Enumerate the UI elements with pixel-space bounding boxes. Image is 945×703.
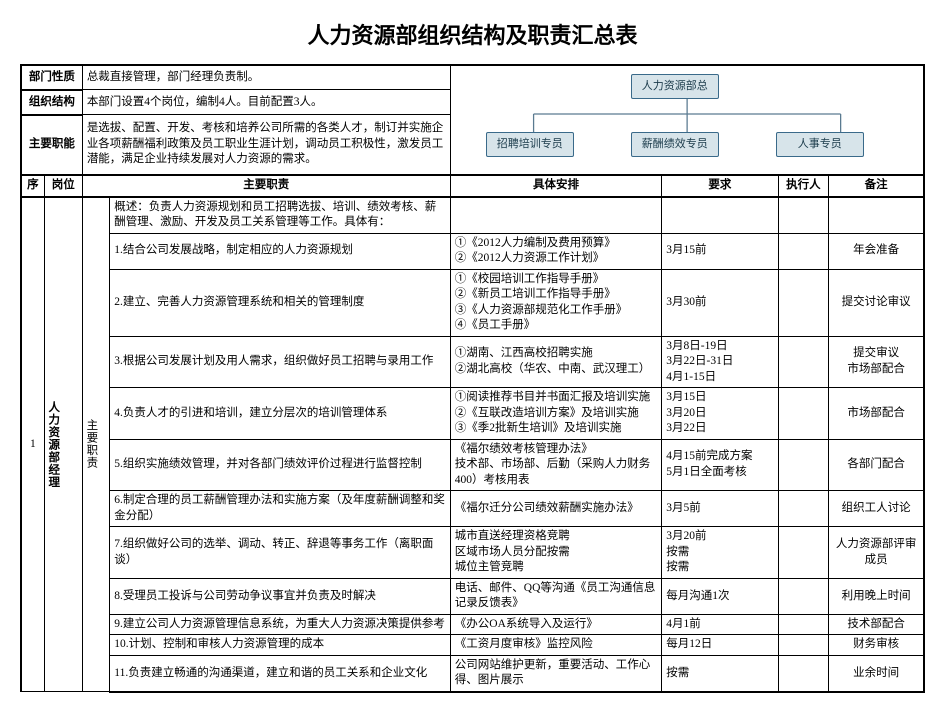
label-struct: 组织结构 — [21, 90, 82, 115]
org-mid: 薪酬绩效专员 — [631, 132, 719, 157]
exec-cell — [778, 233, 829, 269]
ov-note — [829, 197, 924, 234]
col-arr: 具体安排 — [450, 175, 661, 197]
col-note: 备注 — [829, 175, 924, 197]
req-cell: 3月15前 — [662, 233, 778, 269]
req-cell: 3月30前 — [662, 269, 778, 336]
col-post: 岗位 — [44, 175, 82, 197]
duty-cell: 7.组织做好公司的选举、调动、转正、辞退等事务工作（离职面谈） — [110, 527, 450, 579]
table-row: 6.制定合理的员工薪酬管理办法和实施方案（及年度薪酬调整和奖金分配） 《福尔迁分… — [21, 491, 924, 527]
req-cell: 4月15前完成方案 5月1日全面考核 — [662, 439, 778, 491]
req-cell: 每月12日 — [662, 635, 778, 656]
exec-cell — [778, 388, 829, 440]
table-row: 8.受理员工投诉与公司劳动争议事宜并负责及时解决 电话、邮件、QQ等沟通《员工沟… — [21, 578, 924, 614]
note-cell: 技术部配合 — [829, 614, 924, 635]
note-cell: 利用晚上时间 — [829, 578, 924, 614]
text-struct: 本部门设置4个岗位，编制4人。目前配置3人。 — [82, 90, 450, 115]
note-cell: 年会准备 — [829, 233, 924, 269]
ov-arr — [450, 197, 661, 234]
col-exec: 执行人 — [778, 175, 829, 197]
table-row: 2.建立、完善人力资源管理系统和相关的管理制度 ①《校园培训工作指导手册》 ②《… — [21, 269, 924, 336]
arr-cell: 《福尔迁分公司绩效薪酬实施办法》 — [450, 491, 661, 527]
duty-cell: 3.根据公司发展计划及用人需求，组织做好员工招聘与录用工作 — [110, 336, 450, 388]
arr-cell: ①阅读推荐书目并书面汇报及培训实施 ②《互联改造培训方案》及培训实施 ③《季2批… — [450, 388, 661, 440]
text-nature: 总裁直接管理，部门经理负责制。 — [82, 65, 450, 90]
duty-cell: 6.制定合理的员工薪酬管理办法和实施方案（及年度薪酬调整和奖金分配） — [110, 491, 450, 527]
req-cell: 3月15日 3月20日 3月22日 — [662, 388, 778, 440]
note-cell: 市场部配合 — [829, 388, 924, 440]
exec-cell — [778, 614, 829, 635]
req-cell: 按需 — [662, 655, 778, 692]
table-row: 4.负责人才的引进和培训，建立分层次的培训管理体系 ①阅读推荐书目并书面汇报及培… — [21, 388, 924, 440]
post-cell: 人力资源部经理 — [44, 197, 82, 692]
org-chart: 人力资源部总 招聘培训专员 薪酬绩效专员 人事专员 — [451, 66, 923, 174]
ov-req — [662, 197, 778, 234]
exec-cell — [778, 269, 829, 336]
arr-cell: 公司网站维护更新，重要活动、工作心得、图片展示 — [450, 655, 661, 692]
arr-cell: ①《2012人力编制及费用预算》 ②《2012人力资源工作计划》 — [450, 233, 661, 269]
note-cell: 组织工人讨论 — [829, 491, 924, 527]
req-cell: 3月20前 按需 按需 — [662, 527, 778, 579]
duty-cell: 10.计划、控制和审核人力资源管理的成本 — [110, 635, 450, 656]
org-left: 招聘培训专员 — [486, 132, 574, 157]
subhead-cell: 主要职责 — [82, 197, 109, 692]
subhead-text: 主要职责 — [83, 419, 99, 469]
seq-cell: 1 — [21, 197, 44, 692]
note-cell: 提交讨论审议 — [829, 269, 924, 336]
text-func: 是选拔、配置、开发、考核和培养公司所需的各类人才，制订并实施企业各项薪酬福利政策… — [82, 115, 450, 175]
post-text: 人力资源部经理 — [45, 401, 61, 489]
col-duty: 主要职责 — [82, 175, 450, 197]
overview-cell: 概述：负责人力资源规划和员工招聘选拔、培训、绩效考核、薪酬管理、激励、开发及员工… — [110, 197, 450, 234]
arr-cell: 城市直送经理资格竞聘 区域市场人员分配按需 城位主管竞聘 — [450, 527, 661, 579]
req-cell: 3月5前 — [662, 491, 778, 527]
duty-cell: 2.建立、完善人力资源管理系统和相关的管理制度 — [110, 269, 450, 336]
table-row: 1.结合公司发展战略，制定相应的人力资源规划 ①《2012人力编制及费用预算》 … — [21, 233, 924, 269]
label-func: 主要职能 — [21, 115, 82, 175]
table-row: 3.根据公司发展计划及用人需求，组织做好员工招聘与录用工作 ①湖南、江西高校招聘… — [21, 336, 924, 388]
exec-cell — [778, 527, 829, 579]
duty-cell: 4.负责人才的引进和培训，建立分层次的培训管理体系 — [110, 388, 450, 440]
arr-cell: 《福尔绩效考核管理办法》 技术部、市场部、后勤（采购人力财务400）考核用表 — [450, 439, 661, 491]
duty-cell: 9.建立公司人力资源管理信息系统，为重大人力资源决策提供参考 — [110, 614, 450, 635]
duty-cell: 8.受理员工投诉与公司劳动争议事宜并负责及时解决 — [110, 578, 450, 614]
page-title: 人力资源部组织结构及职责汇总表 — [20, 18, 925, 50]
table-row: 10.计划、控制和审核人力资源管理的成本 《工资月度审核》监控风险 每月12日 … — [21, 635, 924, 656]
duty-cell: 11.负责建立畅通的沟通渠道，建立和谐的员工关系和企业文化 — [110, 655, 450, 692]
table-row: 5.组织实施绩效管理，并对各部门绩效评价过程进行监督控制 《福尔绩效考核管理办法… — [21, 439, 924, 491]
req-cell: 4月1前 — [662, 614, 778, 635]
col-req: 要求 — [662, 175, 778, 197]
arr-cell: 《办公OA系统导入及运行》 — [450, 614, 661, 635]
duty-cell: 5.组织实施绩效管理，并对各部门绩效评价过程进行监督控制 — [110, 439, 450, 491]
main-table: 部门性质 总裁直接管理，部门经理负责制。 人力资源部总 招聘培训专员 薪酬绩效专… — [20, 64, 925, 693]
note-cell: 业余时间 — [829, 655, 924, 692]
exec-cell — [778, 578, 829, 614]
exec-cell — [778, 635, 829, 656]
arr-cell: 电话、邮件、QQ等沟通《员工沟通信息记录反馈表》 — [450, 578, 661, 614]
table-row: 11.负责建立畅通的沟通渠道，建立和谐的员工关系和企业文化 公司网站维护更新，重… — [21, 655, 924, 692]
duty-cell: 1.结合公司发展战略，制定相应的人力资源规划 — [110, 233, 450, 269]
req-cell: 每月沟通1次 — [662, 578, 778, 614]
col-seq: 序 — [21, 175, 44, 197]
exec-cell — [778, 439, 829, 491]
org-top: 人力资源部总 — [631, 74, 719, 99]
req-cell: 3月8日-19日 3月22日-31日 4月1-15日 — [662, 336, 778, 388]
org-right: 人事专员 — [776, 132, 864, 157]
note-cell: 提交审议 市场部配合 — [829, 336, 924, 388]
label-nature: 部门性质 — [21, 65, 82, 90]
exec-cell — [778, 336, 829, 388]
note-cell: 人力资源部评审成员 — [829, 527, 924, 579]
arr-cell: ①湖南、江西高校招聘实施 ②湖北高校（华农、中南、武汉理工） — [450, 336, 661, 388]
ov-exec — [778, 197, 829, 234]
arr-cell: ①《校园培训工作指导手册》 ②《新员工培训工作指导手册》 ③《人力资源部规范化工… — [450, 269, 661, 336]
note-cell: 财务审核 — [829, 635, 924, 656]
note-cell: 各部门配合 — [829, 439, 924, 491]
table-row: 7.组织做好公司的选举、调动、转正、辞退等事务工作（离职面谈） 城市直送经理资格… — [21, 527, 924, 579]
exec-cell — [778, 491, 829, 527]
table-row: 9.建立公司人力资源管理信息系统，为重大人力资源决策提供参考 《办公OA系统导入… — [21, 614, 924, 635]
arr-cell: 《工资月度审核》监控风险 — [450, 635, 661, 656]
exec-cell — [778, 655, 829, 692]
